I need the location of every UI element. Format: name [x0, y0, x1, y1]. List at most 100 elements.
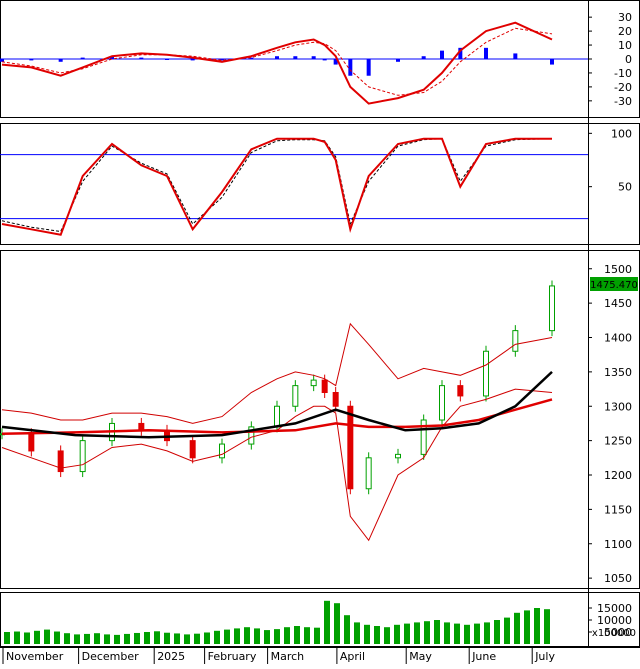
volume-bar [194, 633, 200, 644]
y-tick-label: 5000 [604, 626, 632, 639]
volume-bar [84, 633, 90, 644]
volume-bar [54, 631, 60, 644]
price-badge: 1475.470 [590, 280, 638, 291]
y-tick-label: 10000 [597, 614, 632, 627]
volume-bar [94, 633, 100, 644]
stochastic-panel-frame [0, 123, 640, 245]
volume-bar [544, 609, 550, 644]
volume-bar [104, 634, 110, 644]
macd-histogram-bar [220, 59, 224, 61]
moving-average-black [1, 370, 553, 439]
y-tick-label: -20 [614, 81, 632, 94]
macd-histogram-bar [165, 59, 169, 60]
volume-bar [334, 603, 340, 644]
bollinger-upper-band [1, 322, 553, 424]
y-tick-label: 1250 [604, 435, 632, 448]
volume-bar [34, 630, 40, 644]
y-tick-label: 1300 [604, 400, 632, 413]
x-axis-label: December [82, 650, 140, 663]
x-axis-label: April [340, 650, 365, 663]
macd-histogram-bar [29, 59, 34, 61]
volume-bar [224, 629, 230, 644]
price-candle [439, 385, 445, 421]
macd-histogram-bar [366, 59, 371, 76]
volume-unit-label: x100000 [592, 628, 636, 639]
price-candle [28, 433, 35, 452]
y-tick-label: 50 [618, 181, 632, 194]
volume-bar [284, 627, 290, 644]
macd-histogram-bar [190, 59, 195, 61]
volume-bar [524, 610, 530, 644]
y-tick-label: 100 [611, 127, 632, 140]
volume-bar [294, 626, 300, 644]
volume-bar [214, 630, 220, 644]
y-tick-label: 0 [625, 53, 632, 66]
x-axis-label: November [6, 650, 64, 663]
macd-histogram-bar [550, 59, 554, 65]
volume-bar [134, 632, 140, 644]
volume-bar [14, 631, 20, 644]
volume-bar [304, 627, 310, 644]
volume-bar [414, 622, 420, 644]
moving-average-red [1, 398, 553, 436]
volume-bar [254, 628, 260, 644]
price-candle [310, 379, 317, 387]
volume-bar [484, 622, 490, 644]
volume-bar [44, 629, 50, 644]
price-candle [347, 405, 354, 490]
volume-bar [274, 629, 280, 644]
x-axis-label: May [409, 650, 432, 663]
volume-bar [64, 633, 70, 644]
price-candle [549, 285, 555, 332]
price-candle [79, 440, 86, 473]
price-candle [292, 385, 299, 407]
volume-bar [404, 623, 410, 644]
price-candle [219, 443, 225, 459]
x-axis-label: 2025 [157, 650, 185, 663]
y-tick-label: 1050 [604, 572, 632, 585]
price-candle [395, 453, 401, 459]
x-axis-label: March [271, 650, 305, 663]
macd-histogram-bar [311, 56, 316, 59]
volume-bar [504, 617, 510, 644]
macd-histogram-bar [421, 56, 426, 59]
price-candle [57, 450, 64, 473]
macd-histogram-bar [513, 53, 518, 59]
volume-bar [434, 620, 440, 644]
y-tick-label: 15000 [597, 602, 632, 615]
macd-histogram-bar [275, 56, 279, 59]
price-panel-frame [0, 250, 640, 589]
volume-bar [324, 600, 330, 644]
y-tick-label: 1450 [604, 297, 632, 310]
volume-bar [384, 627, 390, 644]
volume-bar [444, 622, 450, 644]
y-tick-label: 1200 [604, 469, 632, 482]
y-tick-label: 1150 [604, 503, 632, 516]
price-candle [457, 385, 464, 397]
price-candle [189, 440, 196, 459]
macd-histogram-bar [484, 47, 488, 59]
macd-line [1, 21, 553, 105]
macd-histogram-bar [293, 56, 298, 59]
volume-bar [464, 624, 470, 644]
macd-histogram-bar [80, 57, 85, 59]
volume-bar [174, 633, 180, 644]
volume-bar [114, 634, 120, 644]
volume-bar [154, 631, 160, 644]
y-tick-label: -30 [614, 95, 632, 108]
macd-histogram-bar [322, 59, 327, 61]
volume-bar [74, 634, 80, 644]
macd-histogram-bar [396, 59, 400, 62]
x-axis-label: June [471, 650, 496, 663]
volume-bar [514, 612, 520, 644]
volume-bar [264, 630, 270, 644]
volume-bar [314, 627, 320, 644]
volume-bar [204, 632, 210, 644]
volume-bar [374, 626, 380, 644]
volume-bar [454, 623, 460, 644]
bollinger-lower-band [1, 388, 553, 542]
volume-bar [164, 632, 170, 644]
x-axis-label: February [208, 650, 257, 663]
volume-bar [424, 621, 430, 644]
